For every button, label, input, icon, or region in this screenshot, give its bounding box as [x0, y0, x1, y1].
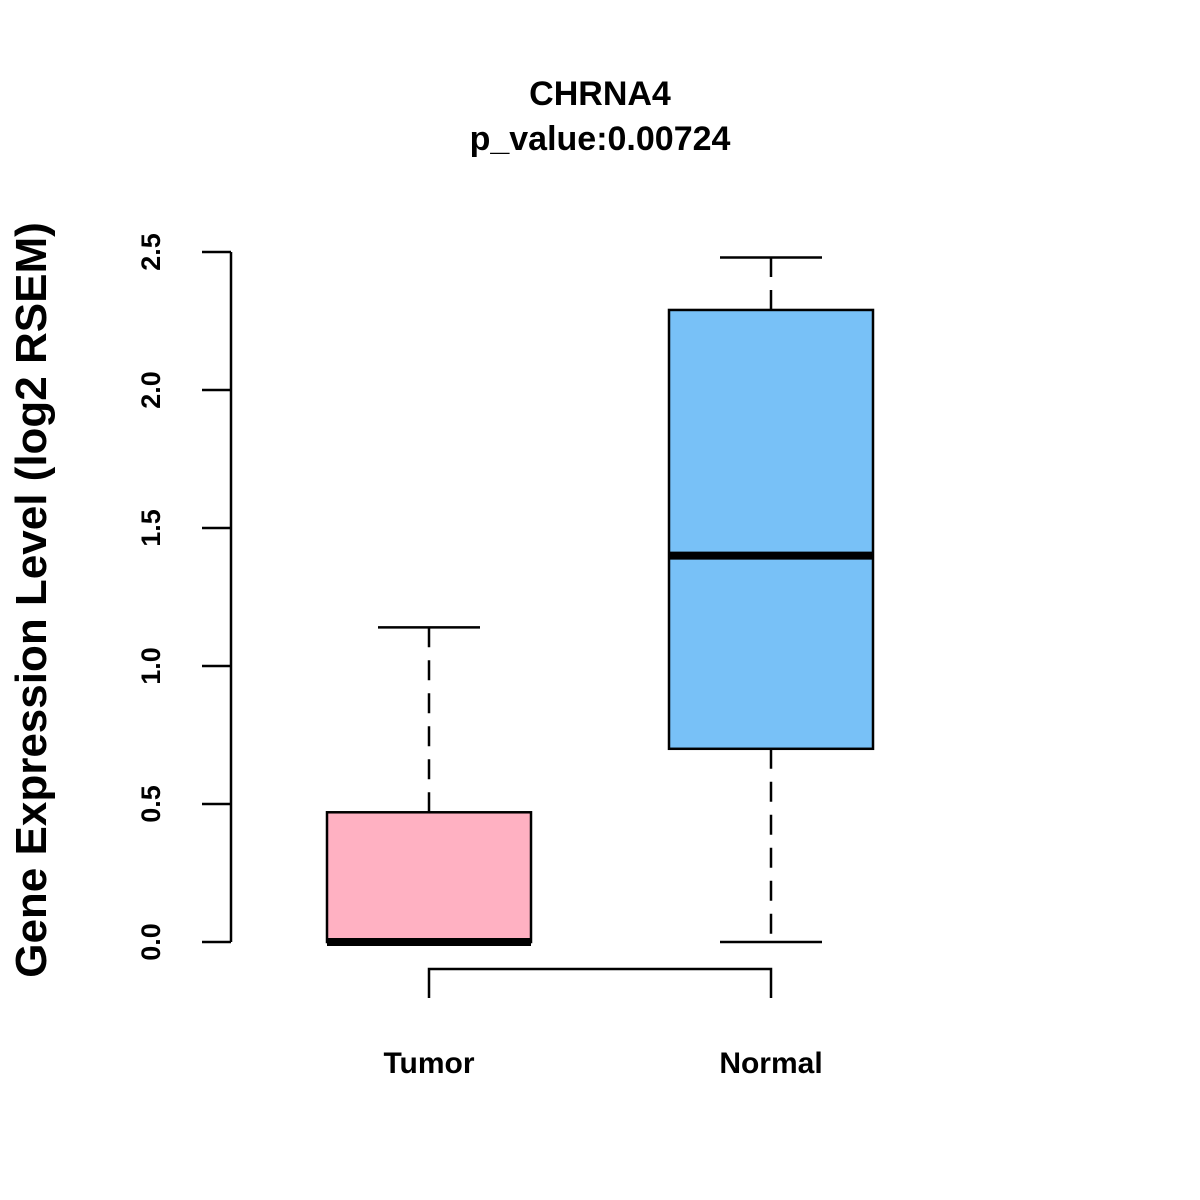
box-normal [667, 256, 875, 944]
x-category-label: Normal [719, 1047, 822, 1080]
y-axis-label: Gene Expression Level (log2 RSEM) [7, 222, 56, 978]
y-tick-label: 1.5 [136, 509, 166, 547]
y-tick-label: 2.0 [136, 371, 166, 409]
plot-area: 0.0 0.5 1.0 1.5 2.0 2.5 Tumor Normal [136, 233, 875, 1080]
chart-title: CHRNA4 [529, 75, 671, 113]
comparison-bracket [427, 967, 773, 998]
y-tick-label: 1.0 [136, 647, 166, 685]
y-tick-label: 0.5 [136, 785, 166, 823]
y-tick-label: 0.0 [136, 923, 166, 961]
box-tumor [325, 626, 533, 946]
x-category-label: Tumor [383, 1047, 474, 1080]
iqr-box [325, 811, 533, 944]
iqr-box [667, 308, 875, 751]
chart-subtitle: p_value:0.00724 [470, 120, 731, 158]
y-tick-label: 2.5 [136, 233, 166, 271]
